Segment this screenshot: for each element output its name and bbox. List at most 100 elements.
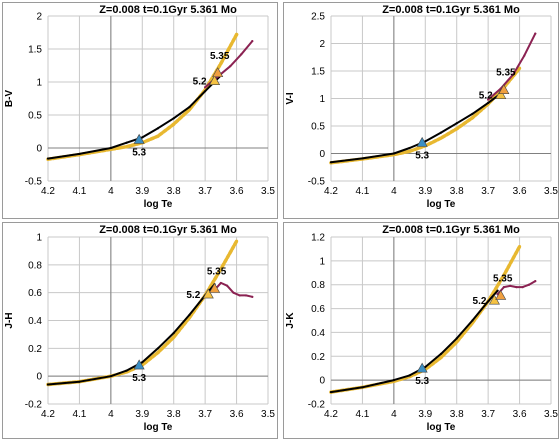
series-2-point [455, 122, 458, 125]
y-tick-label: 1 [319, 94, 325, 105]
series-1-point [219, 61, 223, 66]
y-tick-label: 0.6 [311, 304, 325, 315]
marker-triangle [212, 67, 224, 78]
chart-title: Z=0.008 t=0.1Gyr 5.361 Mo [99, 224, 237, 236]
series-2-point [361, 386, 364, 389]
marker-triangle [133, 133, 145, 144]
x-tick-label: 3.6 [513, 409, 527, 420]
series-1-point [455, 127, 459, 131]
x-tick-label: 4.2 [324, 409, 338, 420]
series-2-point [439, 131, 443, 134]
series-2-point [188, 105, 191, 109]
x-tick-label: 3.6 [513, 186, 527, 197]
y-tick-label: 0.8 [28, 260, 42, 271]
series-line-2 [47, 283, 216, 386]
x-tick-label: 4 [391, 186, 397, 197]
series-2-point [188, 313, 191, 317]
marker-triangle [416, 362, 428, 373]
marker-label: 5.35 [493, 273, 513, 284]
y-tick-label: 0 [319, 149, 325, 160]
marker-label: 5.2 [473, 296, 487, 307]
chart-panel-1: -0.5 0 0.5 1 1.5 2 4.2 4.1 4 3.9 3.8 3.7 3.6 3.5 Z=0.0… [2, 2, 278, 219]
series-1-point [156, 350, 160, 355]
x-tick-label: 3.5 [261, 409, 275, 420]
marker-triangle [202, 288, 214, 299]
series-2-point [78, 380, 81, 383]
series-1-point [219, 267, 223, 271]
y-axis-label: J-H [4, 312, 15, 328]
series-2-point [156, 347, 160, 350]
chart-panel-2: -0.5 0 0.5 1 1.5 2 2.5 4.2 4.1 4 3.9 3.8 3.7 3.6 3.5 Z=… [283, 2, 559, 219]
x-tick-label: 3.9 [135, 186, 149, 197]
marker-label: 5.35 [496, 68, 516, 79]
series-2-point [78, 152, 81, 156]
series-3-point [251, 295, 254, 298]
series-1-point [172, 122, 176, 126]
series-1-point [234, 32, 239, 37]
series-1-point [439, 136, 443, 140]
x-tick-label: 3.5 [544, 409, 558, 420]
series-3-point [232, 291, 235, 294]
series-3-point [204, 86, 207, 89]
y-axis-label: J-K [285, 312, 296, 329]
x-tick-label: 3.8 [167, 409, 181, 420]
x-tick-label: 3.7 [481, 409, 495, 420]
x-tick-label: 3.9 [418, 186, 432, 197]
x-axis-label: log Te [144, 422, 173, 433]
x-tick-label: 3.8 [167, 186, 181, 197]
series-1-point [124, 145, 129, 149]
marker-triangle [495, 289, 507, 300]
series-2-point [156, 127, 160, 130]
series-2-point [471, 319, 474, 322]
series-2-point [329, 390, 333, 394]
x-axis-label: log Te [427, 199, 456, 210]
series-2-point [487, 300, 490, 303]
series-3-point [521, 286, 524, 289]
y-tick-label: 0 [36, 372, 42, 383]
series-2-point [471, 112, 474, 115]
x-tick-label: 3.6 [230, 409, 244, 420]
series-3-point [523, 54, 526, 57]
chart-title: Z=0.008 t=0.1Gyr 5.361 Mo [382, 4, 520, 16]
marker-triangle [416, 136, 428, 147]
series-3-point [244, 294, 248, 297]
series-1-point [187, 108, 192, 112]
series-3-point [229, 65, 232, 68]
series-1-point [234, 239, 239, 243]
series-3-point [487, 98, 490, 101]
series-2-point [109, 146, 112, 150]
x-tick-label: 3.7 [481, 186, 495, 197]
series-2-point [439, 352, 443, 355]
y-tick-label: 0.2 [28, 344, 42, 355]
y-tick-label: 2 [319, 39, 325, 50]
x-tick-label: 4.1 [355, 186, 369, 197]
series-2-point [172, 331, 175, 335]
marker-label: 5.3 [415, 151, 429, 162]
marker-label: 5.2 [193, 77, 207, 88]
marker-triangle [209, 282, 221, 293]
series-2-point [46, 157, 50, 160]
series-1-point [172, 335, 176, 339]
y-tick-label: 2.5 [311, 12, 325, 23]
y-axis-label: B-V [4, 90, 15, 108]
x-tick-label: 3.7 [198, 409, 212, 420]
series-3-point [240, 53, 243, 56]
series-2-point [408, 146, 411, 150]
chart-title: Z=0.008 t=0.1Gyr 5.361 Mo [382, 224, 520, 236]
y-tick-label: 0.4 [28, 316, 42, 327]
series-line-2 [330, 289, 499, 394]
series-2-point [487, 101, 490, 104]
marker-label: 5.3 [415, 376, 429, 387]
marker-triangle [209, 75, 221, 85]
y-tick-label: 1.2 [311, 233, 325, 244]
y-tick-label: 1 [319, 256, 325, 267]
x-axis-label: log Te [144, 199, 173, 210]
chart-title: Z=0.008 t=0.1Gyr 5.361 Mo [99, 4, 237, 16]
series-1-point [156, 134, 160, 138]
x-tick-label: 4.2 [41, 409, 55, 420]
x-tick-label: 3.8 [450, 186, 464, 197]
x-tick-label: 4 [108, 186, 114, 197]
x-tick-label: 3.5 [544, 186, 558, 197]
y-tick-label: 0.2 [311, 352, 325, 363]
